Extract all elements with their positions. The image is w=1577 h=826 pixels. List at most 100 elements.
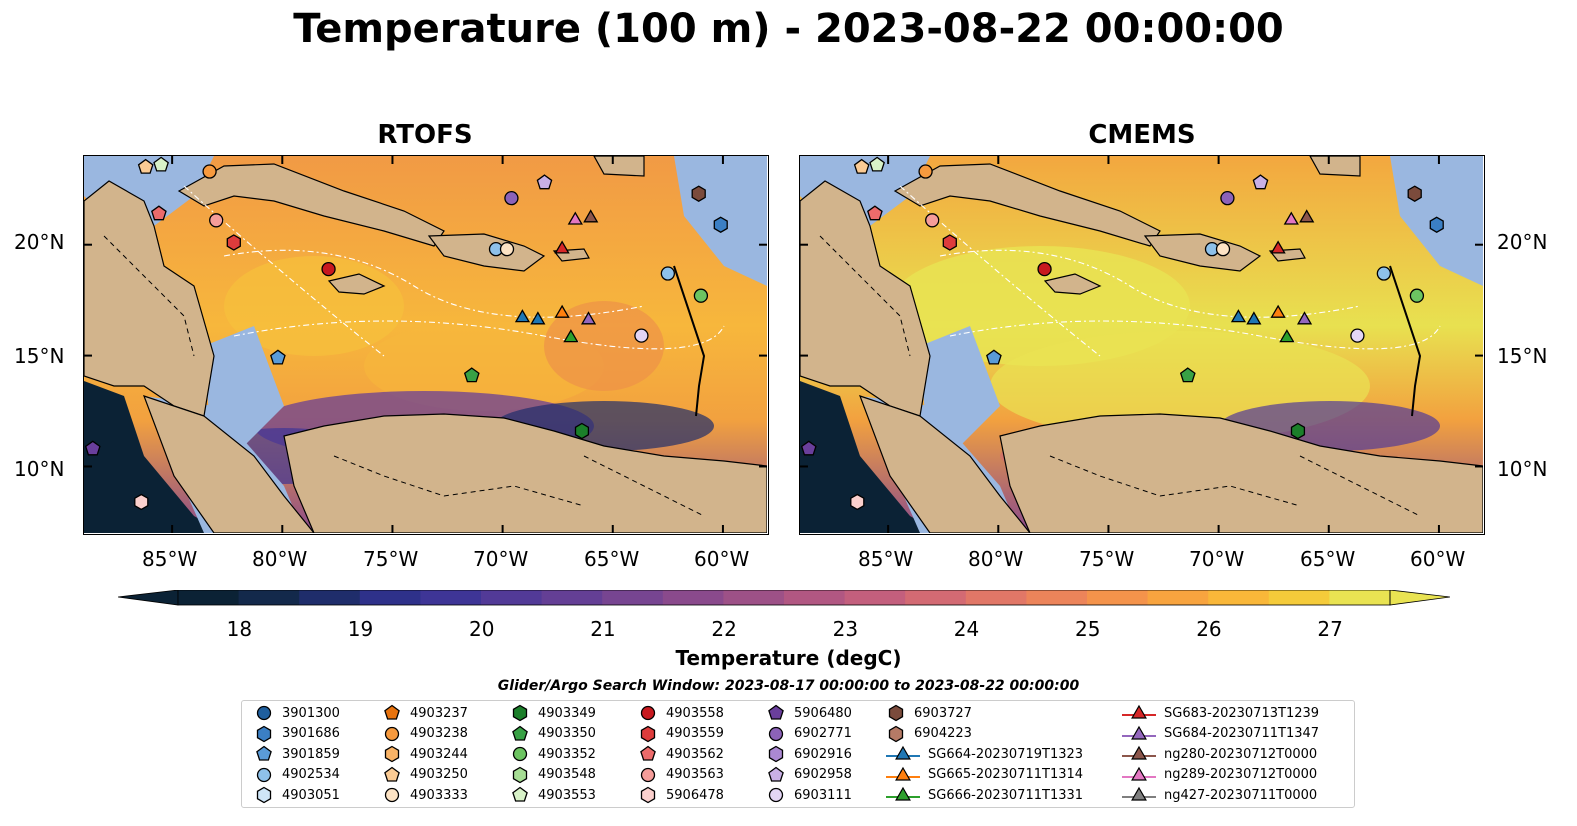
legend-swatch[interactable]: [512, 787, 528, 803]
legend-swatch[interactable]: [640, 725, 656, 742]
marker-ng280-20230712t0000[interactable]: [583, 209, 599, 223]
marker-4902534[interactable]: [660, 266, 676, 281]
marker-6903727[interactable]: [691, 185, 706, 202]
marker-4903333[interactable]: [1215, 241, 1231, 257]
marker-6902958[interactable]: [1252, 174, 1269, 190]
legend-swatch[interactable]: [256, 787, 272, 804]
legend-swatch[interactable]: [768, 766, 784, 782]
marker-4903553[interactable]: [153, 156, 169, 172]
marker-4903558[interactable]: [321, 261, 336, 277]
marker-6903111[interactable]: [634, 328, 649, 343]
marker-4903553[interactable]: [869, 156, 885, 172]
marker-6902771[interactable]: [1220, 190, 1235, 206]
marker-4903562[interactable]: [867, 205, 883, 221]
marker-sg664-20230719t1323[interactable]: [1230, 309, 1247, 323]
colorbar-tick-label: 19: [347, 617, 374, 641]
legend-swatch[interactable]: [384, 788, 400, 803]
legend-marker-pentagon-icon: [256, 745, 272, 761]
marker-3901859[interactable]: [986, 349, 1002, 365]
colorbar-tick-label: 24: [953, 617, 980, 641]
bahamas-land: [1309, 156, 1361, 177]
marker-3901859[interactable]: [270, 349, 286, 365]
legend-swatch[interactable]: [640, 787, 656, 804]
marker-sg664-20230719t1323[interactable]: [530, 311, 546, 325]
marker-5906480[interactable]: [84, 440, 101, 456]
marker-4903350[interactable]: [1179, 367, 1196, 383]
legend-label: 4902534: [282, 767, 340, 783]
marker-sg684-20230711t1347[interactable]: [1296, 311, 1313, 325]
legend-swatch[interactable]: [384, 745, 400, 763]
legend-swatch[interactable]: [512, 725, 528, 741]
marker-sg683-20230713t1239[interactable]: [1270, 240, 1286, 254]
legend-swatch[interactable]: [640, 745, 656, 761]
marker-sg665-20230711t1314[interactable]: [554, 304, 570, 318]
legend-swatch[interactable]: [768, 788, 784, 803]
marker-sg666-20230711t1331[interactable]: [1279, 329, 1295, 343]
marker-3901686[interactable]: [713, 216, 728, 233]
legend-swatch[interactable]: [888, 704, 904, 722]
legend-swatch[interactable]: [384, 766, 400, 782]
marker-sg684-20230711t1347[interactable]: [580, 311, 597, 325]
legend-swatch[interactable]: [640, 705, 656, 721]
marker-4902534[interactable]: [1376, 266, 1392, 281]
marker-4903563[interactable]: [925, 213, 940, 228]
legend-swatch[interactable]: [768, 745, 784, 763]
marker-4903238[interactable]: [202, 164, 217, 179]
legend-swatch[interactable]: [888, 725, 904, 742]
legend-label: ng289-20230712T0000: [1164, 767, 1318, 783]
legend-swatch[interactable]: [512, 766, 528, 784]
map-panel-rtofs[interactable]: [83, 155, 769, 535]
legend-swatch[interactable]: [256, 767, 272, 782]
marker-4903352[interactable]: [693, 288, 709, 303]
legend-marker-hexagon-icon: [640, 787, 656, 804]
marker-ng289-20230712t0000[interactable]: [567, 211, 583, 225]
legend-swatch[interactable]: [256, 745, 272, 761]
legend-label: 6903727: [914, 705, 972, 721]
legend-swatch[interactable]: [256, 725, 272, 742]
legend-swatch[interactable]: [384, 726, 400, 741]
legend-swatch[interactable]: [512, 704, 528, 722]
marker-4903559[interactable]: [226, 234, 241, 251]
marker-4903559[interactable]: [942, 234, 957, 251]
legend-label: 3901859: [282, 746, 340, 762]
marker-5906478[interactable]: [134, 493, 149, 511]
marker-4903250[interactable]: [137, 158, 154, 174]
marker-4903250[interactable]: [853, 158, 870, 174]
map-panel-cmems[interactable]: [799, 155, 1485, 535]
marker-4903558[interactable]: [1037, 261, 1052, 277]
marker-sg666-20230711t1331[interactable]: [563, 329, 579, 343]
marker-5906478[interactable]: [850, 493, 865, 511]
marker-4903352[interactable]: [1409, 288, 1425, 303]
marker-sg664-20230719t1323[interactable]: [514, 309, 531, 323]
marker-ng289-20230712t0000[interactable]: [1283, 211, 1299, 225]
marker-sg683-20230713t1239[interactable]: [554, 240, 570, 254]
legend-item: 4903350: [510, 724, 596, 744]
marker-sg665-20230711t1314[interactable]: [1270, 304, 1286, 318]
legend-swatch[interactable]: [640, 767, 656, 782]
marker-4903563[interactable]: [209, 213, 224, 228]
legend-swatch[interactable]: [256, 705, 272, 721]
legend-swatch[interactable]: [768, 726, 784, 741]
marker-4903349[interactable]: [574, 422, 590, 440]
marker-4903349[interactable]: [1290, 422, 1306, 440]
legend-swatch[interactable]: [384, 704, 400, 720]
marker-5906480[interactable]: [800, 440, 817, 456]
marker-6903111[interactable]: [1350, 328, 1365, 343]
marker-4903333[interactable]: [499, 241, 515, 257]
legend-swatch[interactable]: [768, 704, 784, 720]
legend-item: SG665-20230711T1314: [886, 765, 1083, 785]
marker-4903350[interactable]: [463, 367, 480, 383]
marker-4903562[interactable]: [151, 205, 167, 221]
marker-6902771[interactable]: [504, 190, 519, 206]
lon-tick-80w-right: 80°W: [968, 547, 1024, 571]
marker-6903727[interactable]: [1407, 185, 1422, 202]
marker-6902958[interactable]: [536, 174, 553, 190]
colorbar-tick-label: 26: [1196, 617, 1222, 641]
colorbar-tick-label: 20: [469, 617, 495, 641]
marker-sg664-20230719t1323[interactable]: [1246, 311, 1262, 325]
marker-4903238[interactable]: [918, 164, 933, 179]
marker-ng280-20230712t0000[interactable]: [1299, 209, 1315, 223]
marker-3901686[interactable]: [1429, 216, 1444, 233]
legend-label: 4903352: [538, 746, 596, 762]
legend-swatch[interactable]: [512, 747, 528, 762]
